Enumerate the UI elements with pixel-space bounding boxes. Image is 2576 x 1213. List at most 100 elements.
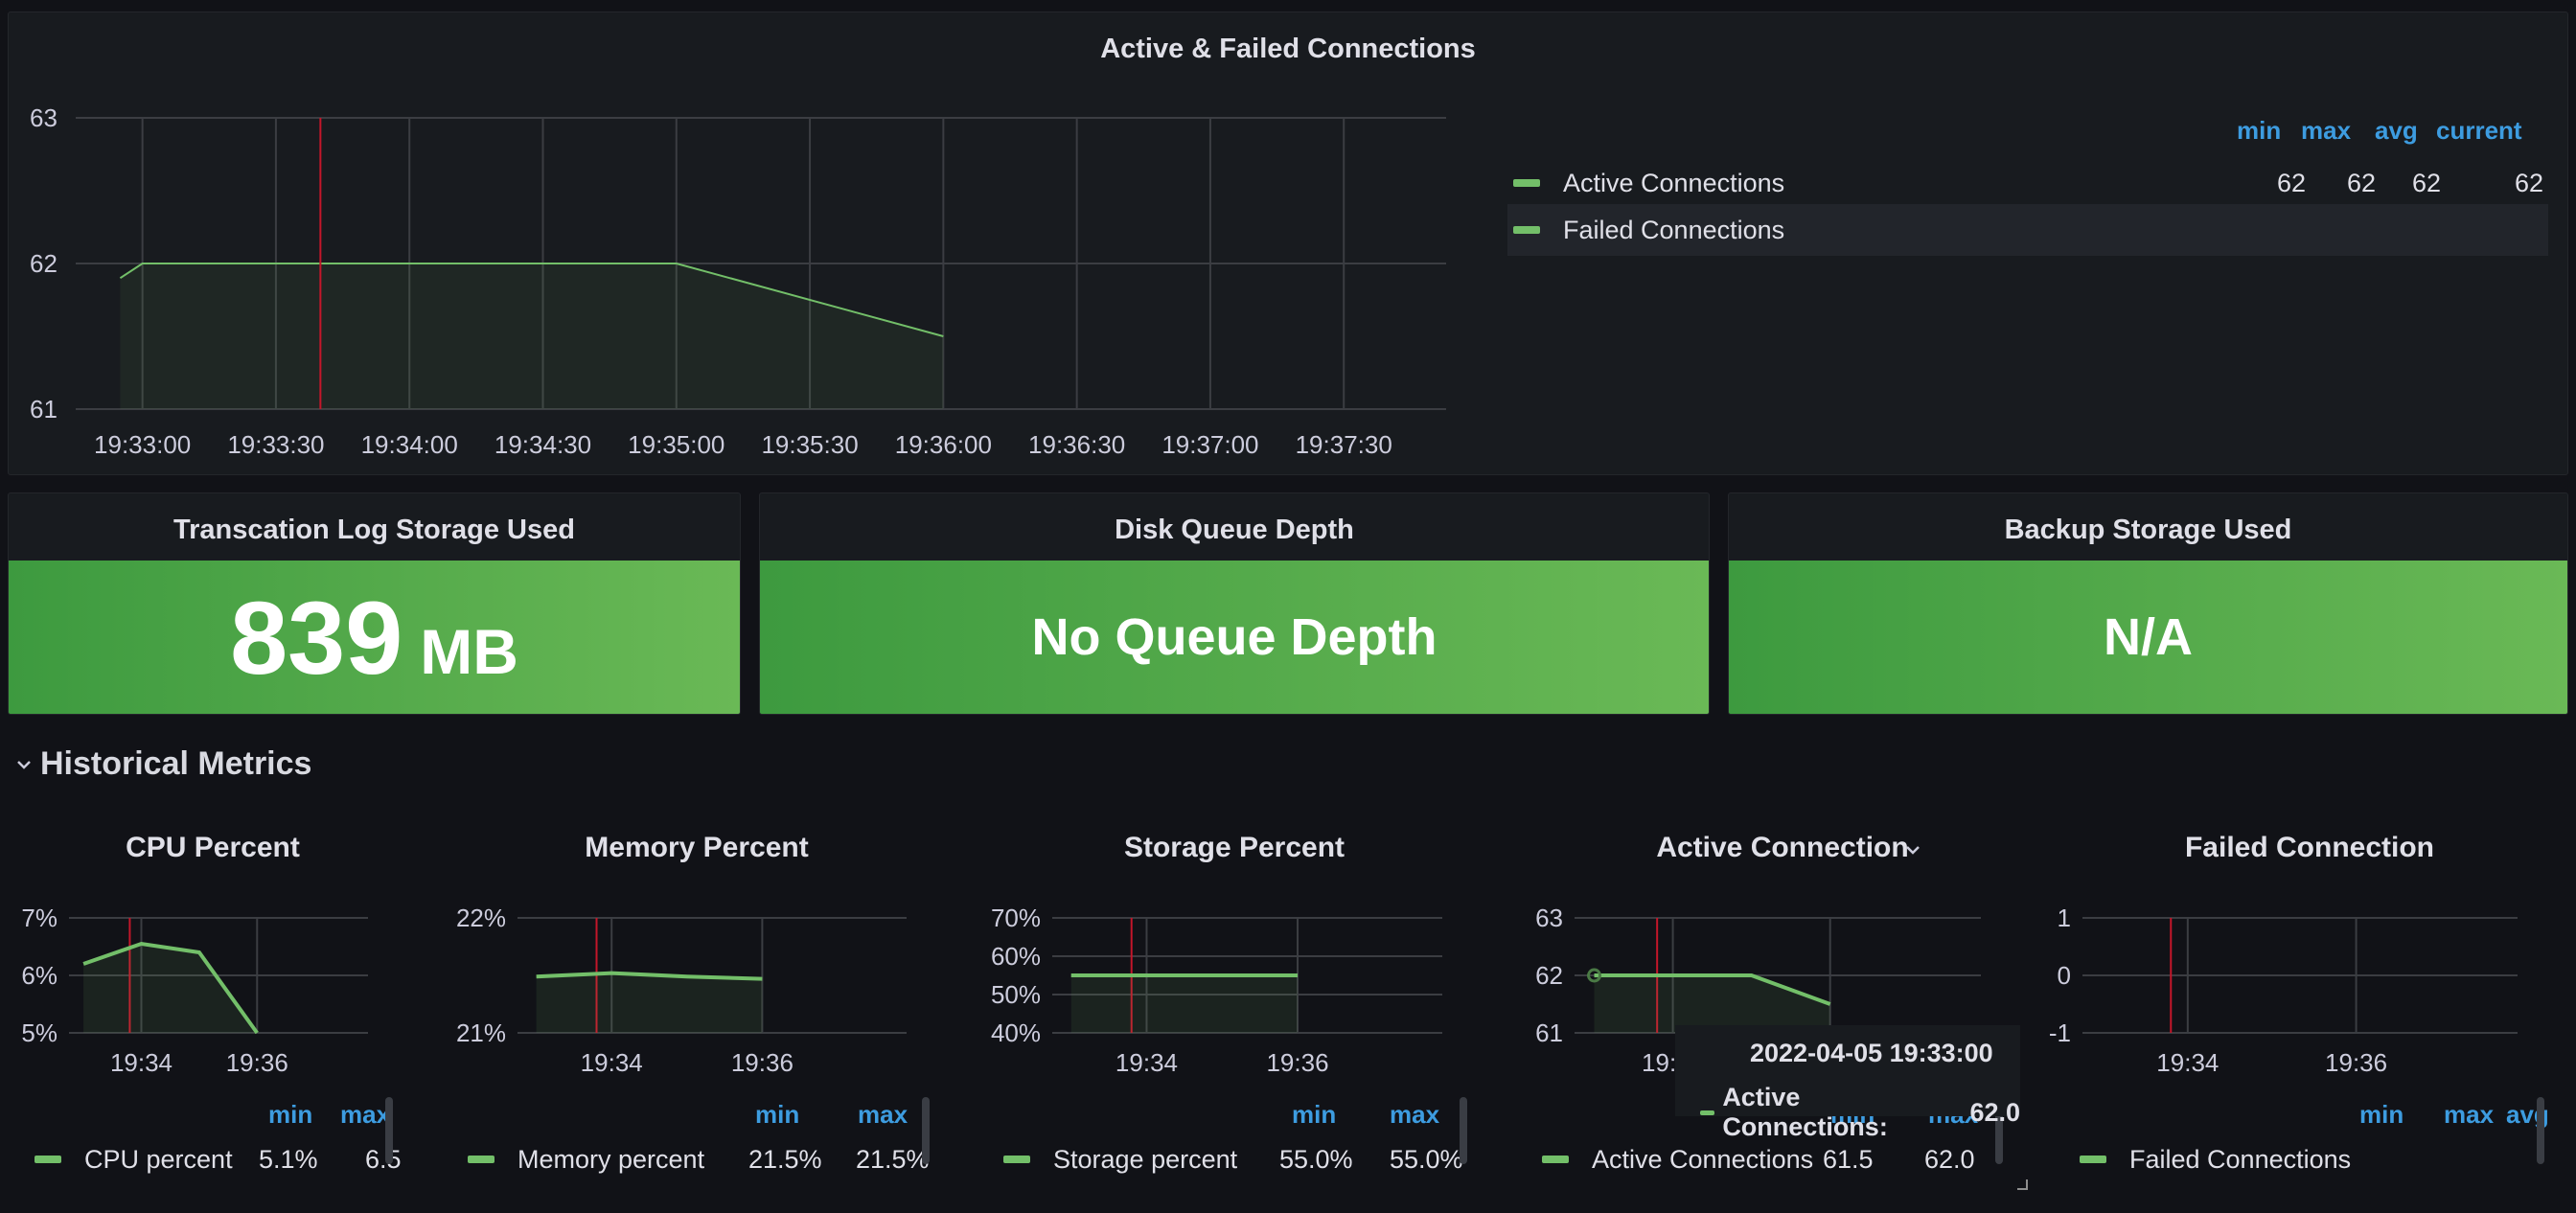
x-tick-label: 19:34 <box>581 1048 643 1077</box>
x-tick-label: 19:33:00 <box>94 430 191 459</box>
x-tick-label: 19:36:30 <box>1028 430 1125 459</box>
x-tick-label: 19:37:30 <box>1296 430 1392 459</box>
connections-chart[interactable]: 61 62 63 19:33:00 19:33:30 19:34:00 19:34:30 19… <box>9 12 1465 463</box>
series-line-active-connections[interactable] <box>119 263 944 337</box>
legend-row[interactable]: Storage percent <box>1003 1140 1237 1179</box>
legend-value: 21.5% <box>856 1145 930 1174</box>
series-swatch-icon <box>1700 1110 1715 1115</box>
stat-unit: MB <box>420 616 518 687</box>
mini-panel-title[interactable]: Storage Percent <box>1123 832 1346 863</box>
x-tick-label: 19:36 <box>731 1048 794 1077</box>
legend-series-name: Active Connections <box>1563 168 1785 197</box>
mini-panel-title[interactable]: Active Connection <box>1656 832 1909 863</box>
chart-tooltip: 2022-04-05 19:33:00 Active Connections: … <box>1675 1025 2020 1141</box>
stat-value: No Queue Depth <box>1031 608 1438 666</box>
x-tick-label: 19:34 <box>1116 1048 1178 1077</box>
hover-point <box>1587 968 1602 983</box>
legend-header-min[interactable]: min <box>268 1100 313 1129</box>
x-tick-label: 19:34:30 <box>494 430 591 459</box>
legend-header-min[interactable]: min <box>2237 116 2282 145</box>
legend-series-name: Active Connections <box>1592 1144 1814 1174</box>
legend-header-min[interactable]: min <box>2359 1100 2404 1129</box>
mini-panel-title[interactable]: Memory Percent <box>585 832 809 863</box>
legend-value: 5.1% <box>259 1145 318 1174</box>
legend-series-name: Failed Connections <box>2129 1144 2352 1174</box>
legend-header-max[interactable]: max <box>340 1100 391 1129</box>
series-swatch-icon[interactable] <box>1542 1156 1569 1163</box>
legend-scrollbar[interactable] <box>1995 1097 2003 1164</box>
legend-header-avg[interactable]: avg <box>2375 116 2418 145</box>
y-tick-label: 50% <box>991 980 1041 1009</box>
y-tick-label: 40% <box>991 1018 1041 1047</box>
legend-row-active-connections[interactable]: Active Connections 62 62 62 62 <box>1513 164 2548 202</box>
series-line <box>536 971 763 981</box>
legend-header-max[interactable]: max <box>2444 1100 2495 1129</box>
y-tick-label: 0 <box>2058 961 2071 990</box>
stat-title[interactable]: Disk Queue Depth <box>1115 515 1354 545</box>
stat-value: 839 <box>230 579 403 696</box>
legend-row[interactable]: Failed Connections <box>2080 1140 2351 1179</box>
legend-series-name: Failed Connections <box>1563 215 1785 244</box>
legend-row-failed-connections[interactable]: Failed Connections <box>1507 204 2548 256</box>
y-tick-label: 22% <box>456 904 506 932</box>
mini-panel-title[interactable]: CPU Percent <box>126 832 300 863</box>
legend-scrollbar[interactable] <box>922 1097 930 1164</box>
series-swatch-icon[interactable] <box>468 1156 494 1163</box>
panel-title[interactable]: Active & Failed Connections <box>1100 34 1476 64</box>
chevron-down-icon[interactable] <box>15 756 33 773</box>
series-line <box>1594 973 1831 1006</box>
y-tick-label: 6% <box>21 961 58 990</box>
tooltip-value: 62.0 <box>1969 1097 2020 1127</box>
series-line <box>82 941 259 1035</box>
legend-header-min[interactable]: min <box>755 1100 800 1129</box>
legend-header-max[interactable]: max <box>858 1100 908 1129</box>
x-tick-label: 19:33:30 <box>227 430 324 459</box>
section-row-historical-metrics[interactable]: Historical Metrics <box>15 745 311 783</box>
legend-row[interactable]: CPU percent <box>34 1140 233 1179</box>
panel-menu-chevron-icon[interactable] <box>1904 841 1921 858</box>
y-tick-label: 62 <box>30 249 58 278</box>
legend-current: 62 <box>2515 168 2544 197</box>
series-swatch-icon[interactable] <box>1003 1156 1030 1163</box>
legend-value: 21.5% <box>748 1145 822 1174</box>
x-tick-label: 19:36:00 <box>895 430 992 459</box>
legend-value: 61.5 <box>1823 1145 1874 1174</box>
x-tick-label: 19:35:30 <box>761 430 858 459</box>
x-tick-label: 19:34 <box>110 1048 172 1077</box>
legend-header-max[interactable]: max <box>2301 116 2352 145</box>
legend-scrollbar[interactable] <box>385 1097 393 1164</box>
legend-scrollbar[interactable] <box>2537 1097 2544 1164</box>
legend-value: 62.0 <box>1924 1145 1975 1174</box>
legend-row[interactable]: Active Connections <box>1542 1140 1813 1179</box>
y-tick-label: 1 <box>2058 904 2071 932</box>
stat-title[interactable]: Backup Storage Used <box>2004 515 2292 545</box>
series-swatch-icon[interactable] <box>1513 179 1540 187</box>
stat-value-box: N/A <box>1729 561 2567 714</box>
mini-panel-title[interactable]: Failed Connection <box>2184 832 2434 863</box>
legend-header-max[interactable]: max <box>1390 1100 1440 1129</box>
x-tick-label: 19:36 <box>226 1048 288 1077</box>
series-swatch-icon[interactable] <box>34 1156 61 1163</box>
stat-value-box: No Queue Depth <box>760 561 1709 714</box>
legend-row[interactable]: Memory percent <box>468 1140 704 1179</box>
stat-title[interactable]: Transcation Log Storage Used <box>173 515 575 545</box>
y-tick-label: 21% <box>456 1018 506 1047</box>
legend-scrollbar[interactable] <box>1460 1097 1467 1164</box>
resize-handle-icon[interactable] <box>2016 1179 2028 1190</box>
tooltip-time: 2022-04-05 19:33:00 <box>1750 1039 1993 1067</box>
series-area <box>1070 975 1299 1033</box>
legend-header-min[interactable]: min <box>1292 1100 1337 1129</box>
series-swatch-icon[interactable] <box>2080 1156 2106 1163</box>
x-tick-label: 19:34 <box>2156 1048 2219 1077</box>
legend-series-name: CPU percent <box>84 1144 233 1174</box>
series-swatch-icon[interactable] <box>1513 226 1540 234</box>
legend-header-current[interactable]: current <box>2436 116 2522 145</box>
stat-value: N/A <box>2104 608 2193 666</box>
x-tick-label: 19:36 <box>2325 1048 2387 1077</box>
legend-value: 55.0% <box>1390 1145 1463 1174</box>
y-tick-label: 61 <box>1535 1018 1563 1047</box>
y-tick-label: 60% <box>991 942 1041 971</box>
x-tick-label: 19:34:00 <box>361 430 458 459</box>
stat-panel-disk-queue-depth: Disk Queue Depth No Queue Depth <box>759 492 1710 715</box>
tooltip-row: Active Connections: 62.0 <box>1700 1083 2020 1142</box>
